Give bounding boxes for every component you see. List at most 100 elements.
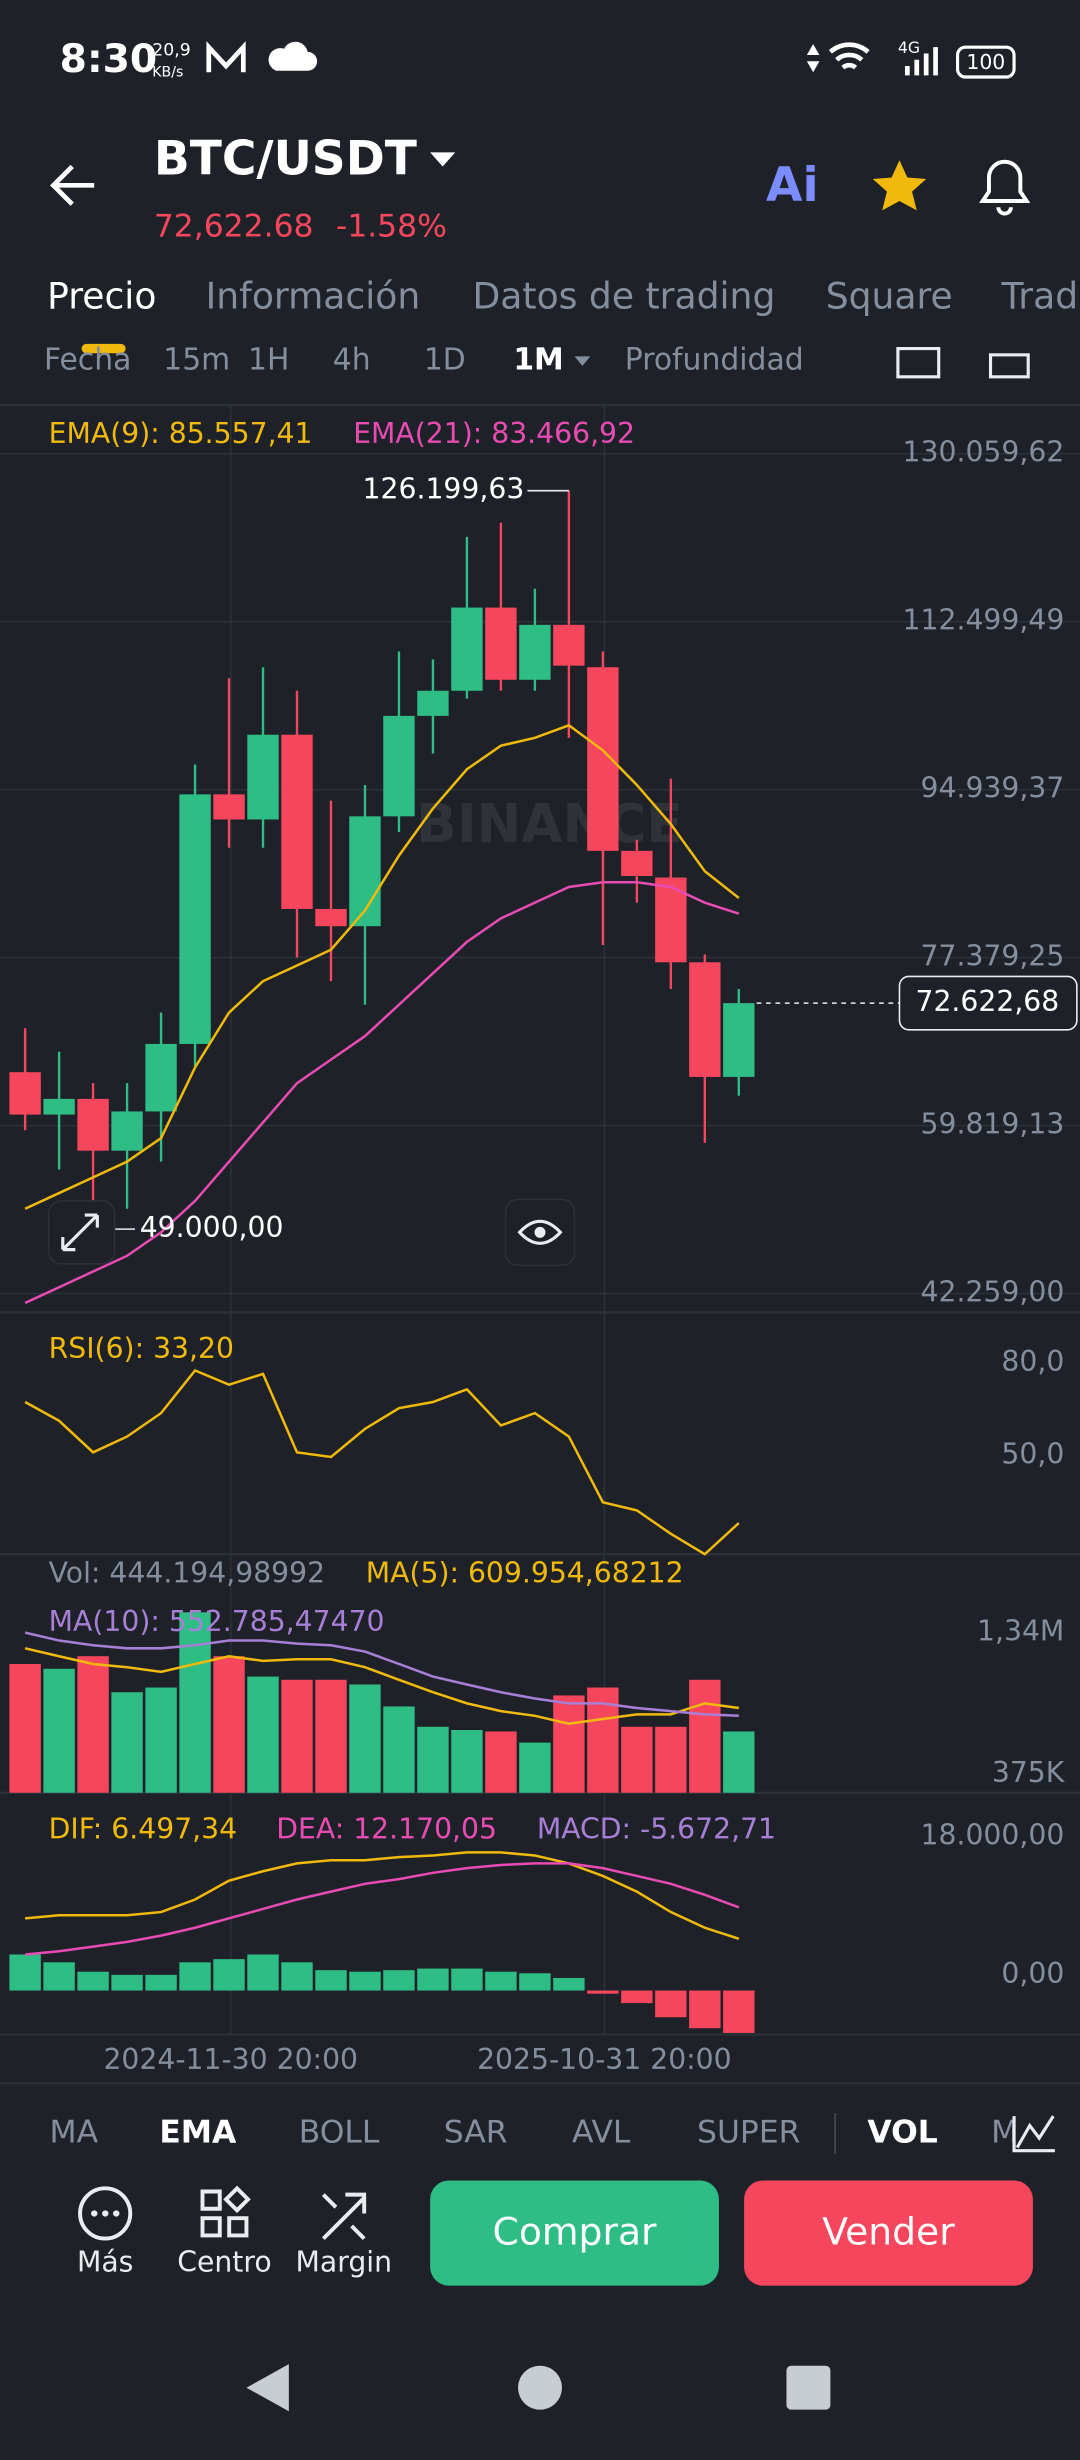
macd-bar — [587, 1990, 619, 1994]
tab[interactable]: Precio — [47, 274, 156, 317]
candle-body — [9, 1072, 41, 1115]
candle-body — [349, 816, 381, 927]
actions: Más Centro Margin — [77, 2246, 392, 2279]
macd-bar — [417, 1968, 449, 1991]
center-icon[interactable] — [200, 2185, 251, 2238]
volume-bar — [689, 1679, 721, 1793]
interval[interactable]: 15m — [163, 343, 230, 378]
macd-bar — [43, 1962, 75, 1991]
ma5-line — [24, 1647, 739, 1725]
candle-body — [281, 734, 313, 909]
macd-bar — [247, 1954, 279, 1991]
y-tick-label: 94.939,37 — [921, 772, 1065, 805]
pair[interactable]: BTC/USDT — [154, 131, 417, 186]
candle-body — [383, 715, 415, 817]
y-tick-label: 77.379,25 — [921, 940, 1065, 973]
macd-bar — [77, 1971, 109, 1991]
intervals: Fecha 15m 1H 4h 1D 1M Profundidad — [44, 343, 804, 378]
macd-bar — [383, 1970, 415, 1991]
interval-dropdown — [574, 356, 591, 366]
layout-icon[interactable] — [988, 353, 1030, 379]
y-tick-label: 42.259,00 — [921, 1276, 1065, 1309]
volume-bar — [553, 1695, 585, 1793]
more-icon[interactable] — [78, 2186, 133, 2241]
indicator-tab[interactable]: MA — [50, 2114, 99, 2150]
margin-icon[interactable] — [321, 2192, 367, 2240]
legend-entry: RSI(6): 33,20 — [49, 1332, 234, 1365]
legend-entry: Vol: 444.194,98992 — [49, 1557, 325, 1590]
nav-back[interactable] — [246, 2364, 289, 2412]
indicator-tab[interactable]: SUPER — [697, 2114, 800, 2150]
legend-entry: EMA(21): 83.466,92 — [353, 417, 635, 450]
tab-indicator — [81, 343, 126, 354]
ai-button[interactable]: Ai — [766, 158, 819, 213]
interval[interactable]: 1D — [424, 343, 466, 378]
indicator-tab[interactable]: AVL — [572, 2114, 631, 2150]
nav-home[interactable] — [518, 2365, 562, 2410]
tab[interactable]: Trad — [1001, 274, 1079, 317]
eye-pupil — [534, 1226, 546, 1238]
y-tick-label: 80,0 — [1001, 1345, 1064, 1378]
legend-entry: MA(5): 609.954,68212 — [366, 1557, 684, 1590]
action-label[interactable]: Centro — [177, 2246, 271, 2279]
indicator-tab[interactable]: BOLL — [299, 2114, 380, 2150]
candle-body — [587, 667, 619, 851]
network: 4G — [898, 38, 920, 57]
alert-button[interactable] — [979, 159, 1031, 216]
candle-body — [723, 1003, 755, 1077]
indicator-tab[interactable]: EMA — [159, 2114, 237, 2150]
volume-bar — [485, 1731, 517, 1793]
action-label[interactable]: Margin — [296, 2246, 393, 2279]
indicators: MA EMA BOLL SAR AVL SUPER VOL M — [50, 2114, 1019, 2150]
pair-dropdown[interactable] — [430, 152, 456, 167]
interval[interactable]: 1H — [248, 343, 289, 378]
sell-label[interactable]: Vender — [822, 2209, 955, 2253]
interval[interactable]: Fecha — [44, 343, 131, 378]
macd-bar — [621, 1990, 653, 2004]
macd-bar — [723, 1990, 755, 2033]
volume-bar — [145, 1687, 177, 1793]
tab[interactable]: Información — [206, 274, 421, 317]
volume-bar — [111, 1692, 143, 1793]
last-price-box — [898, 975, 1078, 1031]
x-tick-label: 2024-11-30 20:00 — [103, 2043, 358, 2076]
nav-recents[interactable] — [786, 2365, 831, 2410]
y-tick-label: 112.499,49 — [903, 604, 1065, 637]
interval[interactable]: Profundidad — [625, 343, 804, 378]
wifi-icon — [828, 42, 870, 70]
indicator-settings[interactable] — [1012, 2115, 1055, 2153]
tab[interactable]: Square — [826, 274, 953, 317]
macd-bar — [213, 1959, 245, 1991]
buy-label[interactable]: Comprar — [493, 2209, 657, 2253]
volume-bar — [723, 1731, 755, 1793]
tab[interactable]: Datos de trading — [473, 274, 776, 317]
interval[interactable]: 4h — [333, 343, 371, 378]
favorite-button[interactable] — [872, 160, 927, 211]
volume-bar — [519, 1742, 551, 1793]
buy-button[interactable] — [430, 2180, 719, 2286]
volume-bar — [621, 1726, 653, 1793]
indicator-tab[interactable]: VOL — [867, 2114, 937, 2150]
signal-icon — [904, 47, 938, 76]
macd-bar — [689, 1990, 721, 2029]
sell-button[interactable] — [744, 2180, 1033, 2286]
cloud-icon — [268, 41, 318, 71]
volume-bar — [179, 1612, 211, 1793]
macd-bar — [145, 1974, 177, 1991]
back-button[interactable] — [50, 164, 95, 206]
ema21-line — [24, 880, 740, 1305]
settings-icon[interactable] — [896, 347, 941, 379]
expand-icon — [61, 1213, 99, 1252]
macd-bar — [553, 1977, 585, 1991]
macd-bar — [9, 1954, 41, 1991]
candle-body — [315, 908, 347, 927]
legend-entry: MACD: -5.672,71 — [537, 1812, 776, 1845]
candle-body — [43, 1098, 75, 1115]
interval[interactable]: 1M — [513, 343, 563, 378]
watermark: BINANCE — [416, 792, 683, 855]
eye-icon — [517, 1219, 563, 1245]
action-label[interactable]: Más — [77, 2246, 133, 2279]
indicator-tab[interactable]: SAR — [444, 2114, 508, 2150]
